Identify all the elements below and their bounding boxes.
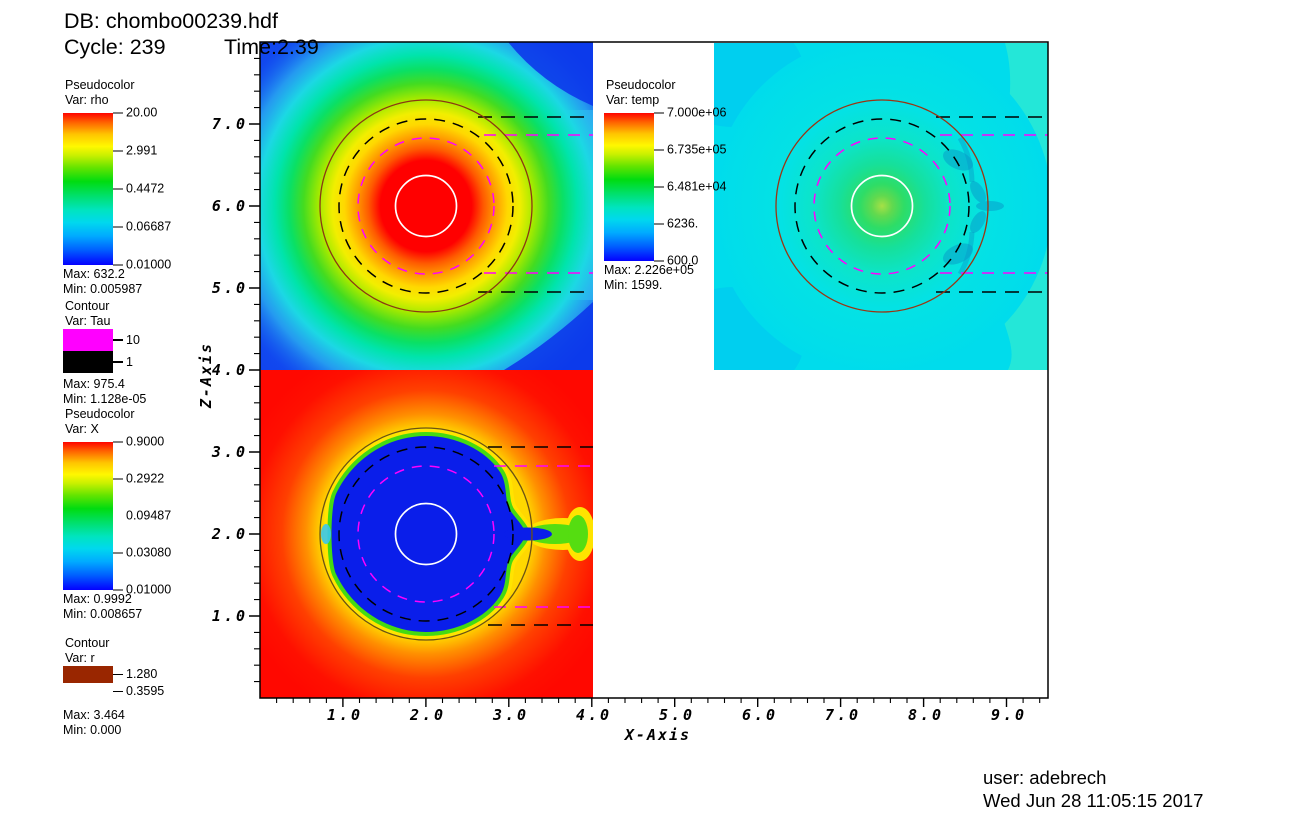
rho-panel (260, 42, 593, 370)
tau-level-row: 10 (63, 329, 233, 351)
visualization-canvas (249, 41, 1049, 707)
r-swatch-brown (63, 666, 113, 683)
cycle-label: Cycle: 239 (64, 35, 166, 59)
temp-tick-2: 6.481e+04 (667, 179, 727, 194)
x-tick-label-9: 9.0 (990, 706, 1028, 724)
rho-legend-heading: Pseudocolor (65, 78, 135, 92)
z-tick-label-2: 2.0 (211, 525, 248, 543)
r-legend-heading: Contour (65, 636, 110, 650)
r-legend-variable: Var: r (65, 651, 95, 665)
tau-level-1: 1 (126, 354, 133, 369)
temp-tick-1: 6.735e+05 (667, 142, 727, 157)
tau-swatch-black (63, 351, 113, 373)
legend-temp: Pseudocolor Var: temp 7.000e+06 6.735e+0… (604, 78, 774, 293)
z-tick-label-6: 6.0 (211, 197, 248, 215)
database-title: DB: chombo00239.hdf (64, 9, 278, 33)
z-tick-label-7: 7.0 (211, 115, 248, 133)
x-tick-3: 0.03080 (126, 545, 172, 560)
rho-tick-1: 2.991 (126, 143, 158, 158)
x-tick-label-6: 6.0 (741, 706, 779, 724)
x-tick-label-3: 3.0 (492, 706, 530, 724)
rho-colorbar-gradient (63, 113, 113, 265)
x-colorbar: 0.9000 0.2922 0.09487 0.03080 0.01000 (63, 435, 233, 597)
r-swatch-white (63, 683, 113, 700)
rho-tick-0: 20.00 (126, 105, 158, 120)
x-max: Max: 0.9992 (63, 592, 132, 606)
r-level-1: 0.3595 (126, 684, 165, 698)
temp-tick-3: 6236. (667, 216, 699, 231)
rho-legend-variable: Var: rho (65, 93, 109, 107)
temp-colorbar-gradient (604, 113, 654, 261)
time-label: Time:2.39 (224, 35, 319, 59)
z-tick-label-1: 1.0 (211, 607, 248, 625)
tau-swatch-magenta (63, 329, 113, 351)
rho-colorbar: 20.00 2.991 0.4472 0.06687 0.01000 (63, 106, 233, 272)
x-tick-0: 0.9000 (126, 434, 165, 449)
legend-column-left: Pseudocolor Var: rho 20.00 2.991 0.4472 … (63, 78, 233, 738)
x-min: Min: 0.008657 (63, 607, 143, 621)
x-axis-title: X-Axis (624, 726, 692, 744)
x-tick-1: 0.2922 (126, 471, 165, 486)
r-level-0: 1.280 (126, 667, 158, 681)
temp-min: Min: 1599. (604, 278, 663, 292)
x-tick-label-7: 7.0 (824, 706, 862, 724)
plot-title-block: DB: chombo00239.hdf Cycle: 239 Time:2.39 (64, 8, 484, 60)
minor-ticks (254, 57, 1041, 703)
tau-level-row: 1 (63, 351, 233, 373)
temp-max: Max: 2.226e+05 (604, 263, 694, 277)
z-axis-title: Z-Axis (197, 341, 215, 409)
z-tick-label-5: 5.0 (211, 279, 248, 297)
rho-max: Max: 632.2 (63, 267, 125, 281)
x-legend-heading: Pseudocolor (65, 407, 135, 421)
rho-tick-2: 0.4472 (126, 181, 165, 196)
x-tick-label-1: 1.0 (326, 706, 364, 724)
r-max: Max: 3.464 (63, 708, 125, 722)
footer-timestamp: Wed Jun 28 11:05:15 2017 (983, 790, 1204, 811)
temp-tick-0: 7.000e+06 (667, 105, 727, 120)
temp-legend-variable: Var: temp (606, 93, 660, 107)
x-legend-variable: Var: X (65, 422, 99, 436)
x-tick-label-2: 2.0 (409, 706, 447, 724)
x-colorbar-gradient (63, 442, 113, 590)
temp-legend-heading: Pseudocolor (606, 78, 676, 92)
x-tick-4: 0.01000 (126, 582, 172, 597)
major-ticks (249, 123, 1008, 707)
temp-tick-4: 600.0 (667, 253, 699, 268)
r-min: Min: 0.000 (63, 723, 122, 737)
temp-colorbar: 7.000e+06 6.735e+05 6.481e+04 6236. 600.… (604, 106, 774, 268)
x-tick-label-4: 4.0 (575, 706, 613, 724)
rho-tick-3: 0.06687 (126, 219, 172, 234)
z-tick-label-4: 4.0 (211, 361, 248, 379)
tau-min: Min: 1.128e-05 (63, 392, 147, 406)
x-tick-2: 0.09487 (126, 508, 172, 523)
rho-tick-4: 0.01000 (126, 257, 172, 272)
z-tick-label-3: 3.0 (211, 443, 248, 461)
x-tick-label-5: 5.0 (658, 706, 696, 724)
r-level-row: 1.280 (63, 666, 233, 683)
tau-legend-heading: Contour (65, 299, 110, 313)
tau-level-0: 10 (126, 332, 140, 347)
rho-min: Min: 0.005987 (63, 282, 143, 296)
footer-block: user: adebrech Wed Jun 28 11:05:15 2017 (983, 766, 1203, 812)
x-panel (260, 370, 593, 698)
footer-user: user: adebrech (983, 767, 1107, 788)
r-level-row: 0.3595 (63, 683, 233, 700)
temp-panel (714, 43, 1048, 370)
tau-legend-variable: Var: Tau (65, 314, 111, 328)
tau-max: Max: 975.4 (63, 377, 125, 391)
x-tick-label-8: 8.0 (907, 706, 945, 724)
